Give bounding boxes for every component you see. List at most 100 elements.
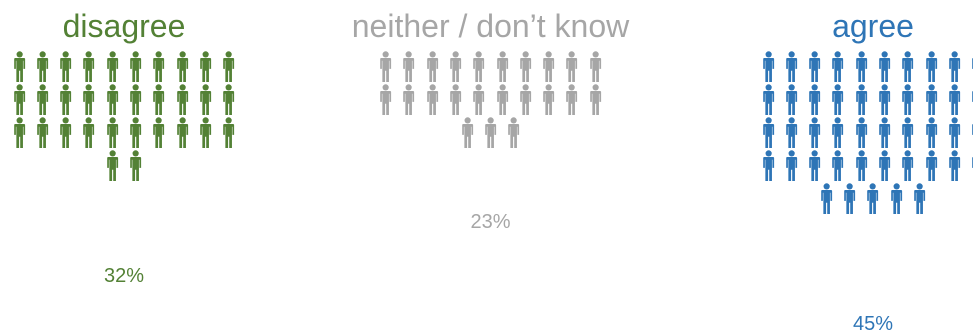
person-icon: [762, 84, 774, 116]
person-icon: [380, 84, 392, 116]
person-icon: [914, 183, 926, 215]
person-icon: [426, 84, 438, 116]
pictogram-row: [0, 51, 248, 84]
person-icon: [855, 84, 867, 116]
person-icon: [176, 117, 188, 149]
person-icon: [786, 51, 797, 83]
person-icon: [543, 51, 555, 83]
person-icon: [496, 51, 508, 83]
pictogram-agree: [738, 51, 973, 216]
pictogram-row: [312, 51, 669, 84]
pictogram-row: [312, 84, 669, 117]
pictogram-row: [738, 150, 973, 183]
person-icon: [13, 51, 25, 83]
person-icon: [844, 183, 856, 215]
person-icon: [106, 51, 118, 83]
person-icon: [461, 117, 473, 149]
person-icon: [949, 150, 960, 182]
person-icon: [855, 117, 867, 149]
person-icon: [223, 51, 235, 83]
person-icon: [37, 51, 48, 83]
person-icon: [426, 51, 438, 83]
person-icon: [508, 117, 520, 149]
person-icon: [879, 51, 891, 83]
pictogram-neither: [312, 51, 669, 150]
person-icon: [130, 150, 142, 182]
person-icon: [485, 117, 496, 149]
person-icon: [496, 84, 508, 116]
person-icon: [589, 51, 601, 83]
person-icon: [832, 150, 844, 182]
person-icon: [37, 117, 48, 149]
person-icon: [130, 84, 142, 116]
person-icon: [762, 150, 774, 182]
title-agree: agree: [832, 8, 914, 44]
person-icon: [83, 51, 95, 83]
person-icon: [925, 150, 937, 182]
person-icon: [380, 51, 392, 83]
person-icon: [762, 51, 774, 83]
person-icon: [786, 150, 797, 182]
person-icon: [902, 117, 914, 149]
person-icon: [809, 51, 821, 83]
person-icon: [60, 51, 72, 83]
person-icon: [223, 117, 235, 149]
person-icon: [820, 183, 832, 215]
percent-disagree: 32%: [103, 265, 145, 287]
title-disagree: disagree: [62, 8, 186, 44]
person-icon: [106, 84, 118, 116]
percent-agree: 45%: [852, 313, 894, 335]
person-icon: [855, 51, 867, 83]
person-icon: [106, 117, 118, 149]
person-icon: [83, 117, 95, 149]
pictogram-disagree: [0, 51, 248, 183]
title-neither: neither / don’t know: [351, 8, 630, 44]
person-icon: [60, 84, 72, 116]
person-icon: [176, 84, 188, 116]
person-icon: [153, 84, 165, 116]
person-icon: [855, 150, 867, 182]
percent-neither: 23%: [470, 211, 511, 233]
person-icon: [200, 84, 211, 116]
person-icon: [809, 150, 821, 182]
person-icon: [832, 51, 844, 83]
person-icon: [949, 51, 960, 83]
person-icon: [176, 51, 188, 83]
person-icon: [153, 51, 165, 83]
person-icon: [809, 84, 821, 116]
person-icon: [566, 51, 578, 83]
person-icon: [566, 84, 578, 116]
person-icon: [37, 84, 48, 116]
person-icon: [786, 84, 797, 116]
pictogram-row: [738, 117, 973, 150]
person-icon: [949, 84, 960, 116]
person-icon: [809, 117, 821, 149]
person-icon: [832, 117, 844, 149]
person-icon: [130, 117, 142, 149]
person-icon: [200, 117, 211, 149]
person-icon: [879, 84, 891, 116]
pictogram-row: [0, 117, 248, 150]
person-icon: [450, 84, 462, 116]
person-icon: [403, 51, 415, 83]
person-icon: [543, 84, 555, 116]
person-icon: [879, 117, 891, 149]
pictogram-row: [312, 117, 669, 150]
pictogram-row: [738, 51, 973, 84]
person-icon: [925, 117, 937, 149]
person-icon: [902, 51, 914, 83]
person-icon: [473, 84, 485, 116]
person-icon: [473, 51, 485, 83]
person-icon: [130, 51, 142, 83]
person-icon: [902, 150, 914, 182]
pictogram-row: [0, 150, 248, 183]
person-icon: [13, 117, 25, 149]
person-icon: [925, 51, 937, 83]
person-icon: [867, 183, 879, 215]
person-icon: [223, 84, 235, 116]
person-icon: [902, 84, 914, 116]
person-icon: [519, 51, 531, 83]
person-icon: [589, 84, 601, 116]
person-icon: [60, 117, 72, 149]
pictogram-row: [0, 84, 248, 117]
